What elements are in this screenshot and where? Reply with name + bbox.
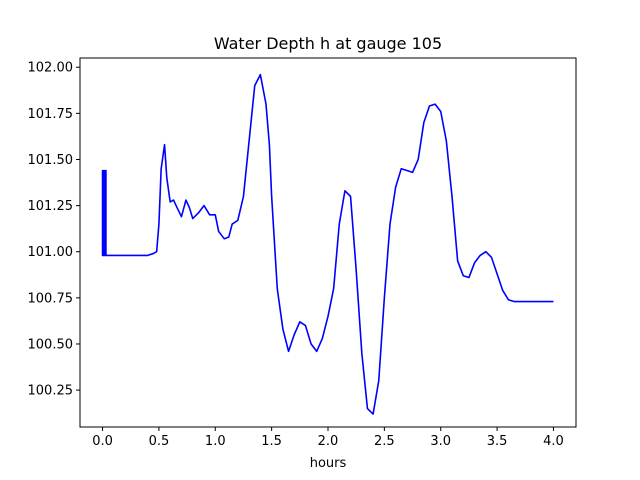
y-tick-label: 100.25 (28, 384, 74, 399)
x-tick-label: 0.0 (92, 434, 113, 449)
y-tick-label: 101.50 (28, 153, 74, 168)
x-tick-label: 3.0 (430, 434, 451, 449)
x-tick-label: 0.5 (149, 434, 170, 449)
x-tick-label: 2.5 (374, 434, 395, 449)
x-axis-label: hours (310, 456, 347, 471)
y-tick-label: 101.00 (28, 245, 74, 260)
y-tick-label: 101.75 (28, 107, 74, 122)
x-tick-label: 1.0 (205, 434, 226, 449)
x-tick-label: 3.5 (487, 434, 508, 449)
plot-area: 0.0 0.5 1.0 1.5 2.0 2.5 3.0 3.5 4.0 100.25 100.50 1… (28, 57, 577, 449)
y-tick-label: 100.75 (28, 291, 74, 306)
y-tick-label: 102.00 (28, 61, 74, 76)
y-tick-label: 100.50 (28, 337, 74, 352)
y-tick-label: 101.25 (28, 199, 74, 214)
x-tick-label: 2.0 (318, 434, 339, 449)
x-tick-label: 4.0 (543, 434, 564, 449)
x-tick-label: 1.5 (261, 434, 282, 449)
series-line-0 (101, 73, 554, 415)
chart-title: Water Depth h at gauge 105 (214, 34, 442, 53)
